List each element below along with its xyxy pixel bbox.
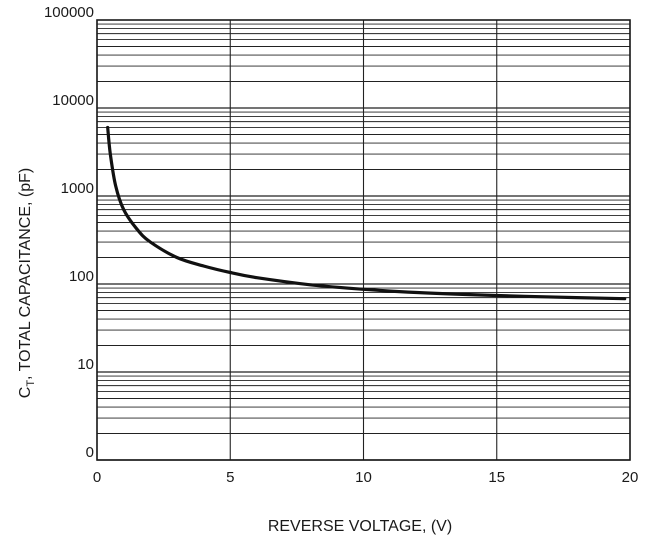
plot-frame xyxy=(96,19,631,461)
y-tick-label: 100 xyxy=(69,268,94,285)
x-tick-labels: 0 5 10 15 20 xyxy=(93,469,639,486)
y-axis-label-prefix: C xyxy=(17,387,34,399)
x-tick-label: 0 xyxy=(93,469,101,486)
y-tick-label: 0 xyxy=(86,444,94,461)
x-tick-label: 10 xyxy=(355,469,372,486)
x-tick-label: 15 xyxy=(488,469,505,486)
y-tick-label: 1000 xyxy=(61,180,94,197)
y-axis-label-rest: , TOTAL CAPACITANCE, (pF) xyxy=(17,168,34,380)
y-tick-labels: 0 10 100 1000 10000 100000 xyxy=(44,4,94,461)
grid-lines xyxy=(96,20,631,461)
y-axis-label: CT, TOTAL CAPACITANCE, (pF) xyxy=(17,168,37,398)
y-tick-label: 10000 xyxy=(52,92,94,109)
capacitance-curve xyxy=(106,125,627,301)
y-tick-label: 100000 xyxy=(44,4,94,21)
y-axis-label-subscript: T xyxy=(25,380,37,387)
x-axis-label: REVERSE VOLTAGE, (V) xyxy=(268,518,452,535)
x-tick-label: 5 xyxy=(226,469,234,486)
y-tick-label: 10 xyxy=(77,356,94,373)
x-tick-label: 20 xyxy=(622,469,639,486)
